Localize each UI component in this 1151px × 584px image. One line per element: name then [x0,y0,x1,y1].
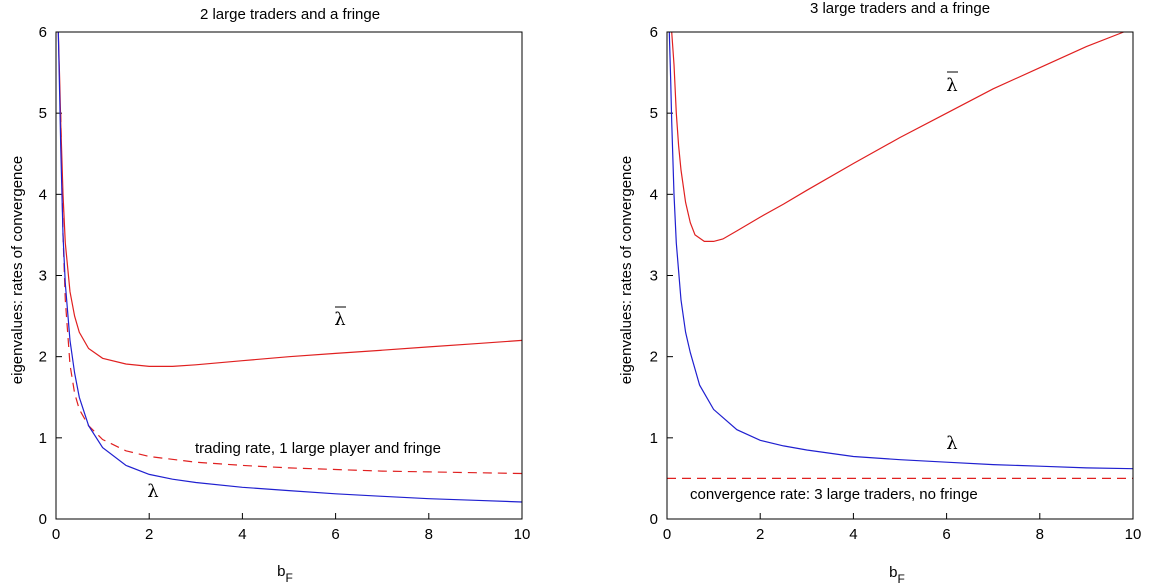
y-tick-label: 1 [650,430,658,447]
lambda-bar-label: λ [334,309,345,330]
x-axis-label-subscript: F [286,571,293,584]
axis-ticks: 0 2 4 6 8 10 0 1 2 3 4 5 6 [650,24,1142,543]
x-axis-label-main: b [277,563,285,580]
lambda-label: λ [946,433,957,454]
x-tick-label: 2 [756,526,764,543]
y-tick-label: 6 [39,24,47,41]
series-line-0 [671,31,1124,242]
x-tick-label: 8 [1036,526,1044,543]
y-tick-label: 5 [650,105,658,122]
series-group [57,31,523,503]
y-axis-label: eigenvalues: rates of convergence [9,156,26,384]
dashed-series-annotation: convergence rate: 3 large traders, no fr… [690,486,978,503]
y-tick-label: 1 [39,430,47,447]
x-axis-label: bF [277,563,293,584]
x-tick-label: 0 [663,526,671,543]
y-tick-label: 5 [39,105,47,122]
x-tick-label: 6 [331,526,339,543]
x-tick-label: 6 [942,526,950,543]
chart-title: 3 large traders and a fringe [810,0,990,17]
y-tick-label: 3 [39,268,47,285]
dashed-series-annotation: trading rate, 1 large player and fringe [195,440,441,457]
lambda-bar-label: λ [946,75,957,96]
lambda-label: λ [147,481,158,502]
chart-left: 2 large traders and a fringe eigenvalues… [9,6,530,584]
x-tick-label: 4 [238,526,246,543]
series-line-2 [57,31,523,503]
chart-title: 2 large traders and a fringe [200,6,380,23]
x-tick-label: 10 [1125,526,1142,543]
axis-ticks: 0 2 4 6 8 10 0 1 2 3 4 5 6 [39,24,531,543]
chart-right: 3 large traders and a fringe eigenvalues… [618,0,1141,584]
x-tick-label: 0 [52,526,60,543]
y-tick-label: 0 [650,511,658,528]
y-tick-label: 2 [39,349,47,366]
y-tick-label: 4 [39,186,47,203]
y-tick-label: 3 [650,268,658,285]
y-tick-label: 6 [650,24,658,41]
x-tick-label: 2 [145,526,153,543]
y-tick-label: 4 [650,186,658,203]
series-line-1 [60,113,523,475]
x-tick-label: 10 [514,526,531,543]
x-tick-label: 4 [849,526,857,543]
plot-frame [55,31,523,520]
x-tick-label: 8 [425,526,433,543]
series-group [667,31,1134,479]
series-line-1 [668,31,1134,470]
plot-frame [666,31,1134,520]
y-tick-label: 2 [650,349,658,366]
series-line-0 [57,31,523,367]
y-axis-label: eigenvalues: rates of convergence [618,156,635,384]
x-axis-label-subscript: F [898,572,905,584]
x-axis-label: bF [889,564,905,584]
x-axis-label-main: b [889,564,897,581]
y-tick-label: 0 [39,511,47,528]
